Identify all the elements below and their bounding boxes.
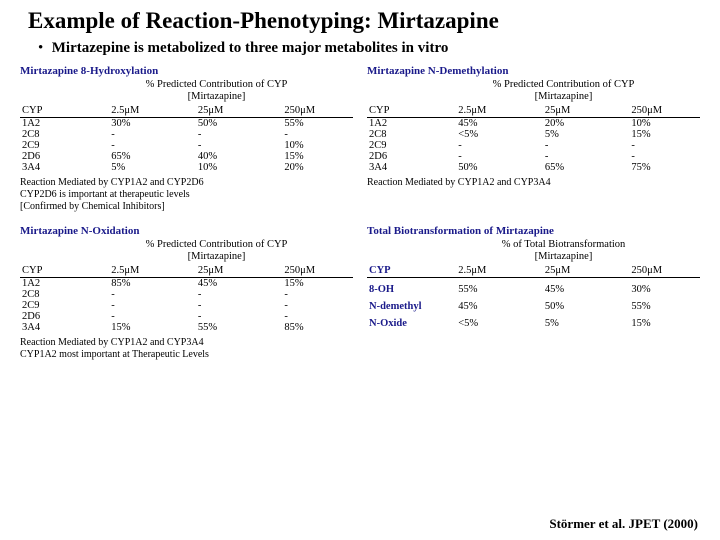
- data-table: CYP 2.5μM 25μM 250μM 1A230%50%55%2C8---2…: [20, 105, 353, 173]
- panel-demethylation: Mirtazapine N-Demethylation % Predicted …: [367, 65, 700, 213]
- table-row: 2C9--10%: [20, 140, 353, 151]
- panel-grid: Mirtazapine 8-Hydroxylation % Predicted …: [20, 65, 700, 361]
- data-table: CYP 2.5μM 25μM 250μM 1A285%45%15%2C8---2…: [20, 265, 353, 333]
- bullet-line: • Mirtazepine is metabolized to three ma…: [38, 40, 700, 57]
- table-row: 3A415%55%85%: [20, 322, 353, 333]
- panel-caption: Reaction Mediated by CYP1A2 and CYP3A4: [367, 177, 700, 189]
- table-body: 1A230%50%55%2C8---2C9--10%2D665%40%15%3A…: [20, 118, 353, 174]
- data-table: CYP 2.5μM 25μM 250μM 8-OH55%45%30%N-deme…: [367, 265, 700, 329]
- panel-subheader: % Predicted Contribution of CYP [Mirtaza…: [80, 239, 353, 263]
- panel-caption: Reaction Mediated by CYP1A2 and CYP2D6 C…: [20, 177, 353, 213]
- table-row: 2C9---: [20, 300, 353, 311]
- bullet-dot: •: [38, 40, 48, 57]
- table-row: 1A230%50%55%: [20, 118, 353, 130]
- panel-total: Total Biotransformation of Mirtazapine %…: [367, 225, 700, 361]
- table-row: 2D665%40%15%: [20, 151, 353, 162]
- panel-subheader: % of Total Biotransformation [Mirtazapin…: [427, 239, 700, 263]
- table-row: 2C8---: [20, 289, 353, 300]
- table-row: 1A245%20%10%: [367, 118, 700, 130]
- table-body: 8-OH55%45%30% N-demethyl45%50%55% N-Oxide<…: [367, 278, 700, 329]
- table-row: N-demethyl45%50%55%: [367, 301, 700, 312]
- panel-title: Mirtazapine N-Oxidation: [20, 225, 353, 237]
- table-row: 3A45%10%20%: [20, 162, 353, 173]
- panel-subheader: % Predicted Contribution of CYP [Mirtaza…: [80, 79, 353, 103]
- data-table: CYP 2.5μM 25μM 250μM 1A245%20%10%2C8<5%5…: [367, 105, 700, 173]
- table-body: 1A245%20%10%2C8<5%5%15%2C9---2D6---3A450…: [367, 118, 700, 174]
- table-row: 2C8<5%5%15%: [367, 129, 700, 140]
- table-row: N-Oxide<5%5%15%: [367, 318, 700, 329]
- table-row: 8-OH55%45%30%: [367, 284, 700, 295]
- panel-caption: Reaction Mediated by CYP1A2 and CYP3A4 C…: [20, 337, 353, 361]
- panel-subheader: % Predicted Contribution of CYP [Mirtaza…: [427, 79, 700, 103]
- bullet-text: Mirtazepine is metabolized to three majo…: [52, 40, 449, 56]
- table-row: 3A450%65%75%: [367, 162, 700, 173]
- panel-title: Total Biotransformation of Mirtazapine: [367, 225, 700, 237]
- slide-title: Example of Reaction-Phenotyping: Mirtaza…: [28, 8, 700, 34]
- panel-hydroxylation: Mirtazapine 8-Hydroxylation % Predicted …: [20, 65, 353, 213]
- panel-oxidation: Mirtazapine N-Oxidation % Predicted Cont…: [20, 225, 353, 361]
- table-body: 1A285%45%15%2C8---2C9---2D6---3A415%55%8…: [20, 278, 353, 334]
- panel-title: Mirtazapine N-Demethylation: [367, 65, 700, 77]
- table-row: 1A285%45%15%: [20, 278, 353, 290]
- table-row: 2D6---: [367, 151, 700, 162]
- citation: Störmer et al. JPET (2000): [549, 516, 698, 532]
- table-row: 2D6---: [20, 311, 353, 322]
- panel-title: Mirtazapine 8-Hydroxylation: [20, 65, 353, 77]
- table-row: 2C8---: [20, 129, 353, 140]
- table-row: 2C9---: [367, 140, 700, 151]
